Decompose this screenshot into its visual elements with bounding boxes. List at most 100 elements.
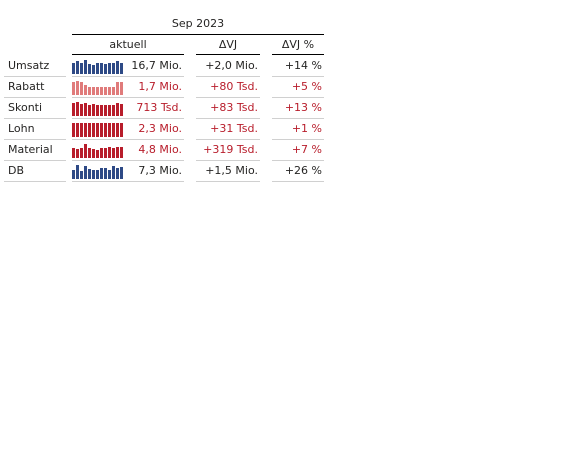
delta-pct-value: +1 % bbox=[291, 122, 322, 135]
delta-abs-value: +1,5 Mio. bbox=[205, 164, 258, 177]
row-divider bbox=[4, 139, 66, 140]
delta-pct-value: +14 % bbox=[284, 59, 322, 72]
sparkline-bar bbox=[72, 63, 75, 74]
sparkline-bar bbox=[76, 102, 79, 116]
row-divider bbox=[72, 118, 184, 119]
period-underline bbox=[72, 34, 324, 35]
row-divider bbox=[272, 76, 324, 77]
sparkline-bar bbox=[76, 81, 79, 95]
sparkline-bar bbox=[112, 87, 115, 95]
sparkline bbox=[72, 102, 124, 116]
row-divider bbox=[72, 160, 184, 161]
sparkline-bar bbox=[80, 123, 83, 137]
row-label: Material bbox=[8, 143, 53, 156]
current-value: 2,3 Mio. bbox=[138, 122, 182, 135]
column-underline-current bbox=[72, 54, 184, 55]
delta-abs-value: +80 Tsd. bbox=[210, 80, 258, 93]
row-divider bbox=[72, 181, 184, 182]
sparkline-bar bbox=[100, 105, 103, 116]
sparkline-bar bbox=[92, 123, 95, 137]
row-label: Rabatt bbox=[8, 80, 45, 93]
row-divider bbox=[272, 139, 324, 140]
row-divider bbox=[72, 139, 184, 140]
row-divider bbox=[196, 139, 260, 140]
sparkline-bar bbox=[84, 103, 87, 116]
row-divider bbox=[72, 76, 184, 77]
sparkline-bar bbox=[76, 123, 79, 137]
sparkline-bar bbox=[76, 165, 79, 179]
row-divider bbox=[4, 118, 66, 119]
column-header-current: aktuell bbox=[109, 38, 147, 51]
delta-abs-value: +319 Tsd. bbox=[203, 143, 258, 156]
sparkline-bar bbox=[120, 123, 123, 137]
sparkline-bar bbox=[104, 87, 107, 95]
sparkline-bar bbox=[72, 148, 75, 158]
sparkline-bar bbox=[108, 63, 111, 74]
column-underline-delta-pct bbox=[272, 54, 324, 55]
current-value: 4,8 Mio. bbox=[138, 143, 182, 156]
sparkline-bar bbox=[100, 123, 103, 137]
sparkline-bar bbox=[120, 167, 123, 179]
sparkline-bar bbox=[112, 105, 115, 116]
sparkline-bar bbox=[80, 171, 83, 179]
sparkline-bar bbox=[88, 169, 91, 179]
row-divider bbox=[4, 160, 66, 161]
row-divider bbox=[272, 181, 324, 182]
delta-pct-value: +26 % bbox=[284, 164, 322, 177]
sparkline-bar bbox=[104, 64, 107, 74]
sparkline-bar bbox=[72, 123, 75, 137]
sparkline-bar bbox=[96, 105, 99, 116]
current-value: 713 Tsd. bbox=[136, 101, 182, 114]
sparkline-bar bbox=[112, 123, 115, 137]
sparkline-bar bbox=[120, 82, 123, 95]
sparkline-bar bbox=[116, 147, 119, 158]
delta-pct-value: +7 % bbox=[291, 143, 322, 156]
sparkline-bar bbox=[92, 170, 95, 179]
row-divider bbox=[196, 160, 260, 161]
row-divider bbox=[272, 160, 324, 161]
sparkline-bar bbox=[80, 82, 83, 95]
row-divider bbox=[4, 97, 66, 98]
period-header: Sep 2023 bbox=[171, 17, 225, 30]
column-header-delta-pct: ΔVJ % bbox=[281, 38, 315, 51]
sparkline-bar bbox=[88, 64, 91, 74]
sparkline-bar bbox=[104, 123, 107, 137]
sparkline-bar bbox=[76, 149, 79, 158]
sparkline-bar bbox=[100, 63, 103, 74]
sparkline-bar bbox=[92, 149, 95, 158]
row-divider bbox=[196, 97, 260, 98]
row-label: Skonti bbox=[8, 101, 43, 114]
sparkline-bar bbox=[84, 123, 87, 137]
sparkline-bar bbox=[72, 82, 75, 95]
sparkline-bar bbox=[88, 105, 91, 116]
sparkline-bar bbox=[84, 144, 87, 158]
sparkline-bar bbox=[96, 87, 99, 95]
sparkline-bar bbox=[96, 150, 99, 158]
row-label: Lohn bbox=[8, 122, 35, 135]
sparkline-bar bbox=[92, 104, 95, 116]
sparkline-bar bbox=[100, 148, 103, 158]
row-divider bbox=[272, 97, 324, 98]
sparkline-bar bbox=[112, 148, 115, 158]
sparkline-bar bbox=[84, 60, 87, 74]
sparkline-bar bbox=[72, 103, 75, 116]
sparkline-bar bbox=[108, 170, 111, 179]
sparkline-bar bbox=[88, 123, 91, 137]
sparkline-bar bbox=[108, 123, 111, 137]
sparkline-bar bbox=[96, 123, 99, 137]
sparkline-bar bbox=[120, 147, 123, 158]
current-value: 1,7 Mio. bbox=[138, 80, 182, 93]
sparkline-bar bbox=[108, 105, 111, 116]
current-value: 16,7 Mio. bbox=[131, 59, 182, 72]
delta-pct-value: +13 % bbox=[284, 101, 322, 114]
delta-abs-value: +2,0 Mio. bbox=[205, 59, 258, 72]
sparkline-bar bbox=[116, 168, 119, 179]
sparkline-bar bbox=[80, 63, 83, 74]
sparkline bbox=[72, 60, 124, 74]
row-divider bbox=[72, 97, 184, 98]
column-header-delta-abs: ΔVJ bbox=[218, 38, 238, 51]
sparkline-bar bbox=[116, 103, 119, 116]
sparkline-bar bbox=[104, 148, 107, 158]
delta-abs-value: +83 Tsd. bbox=[210, 101, 258, 114]
sparkline-bar bbox=[92, 87, 95, 95]
